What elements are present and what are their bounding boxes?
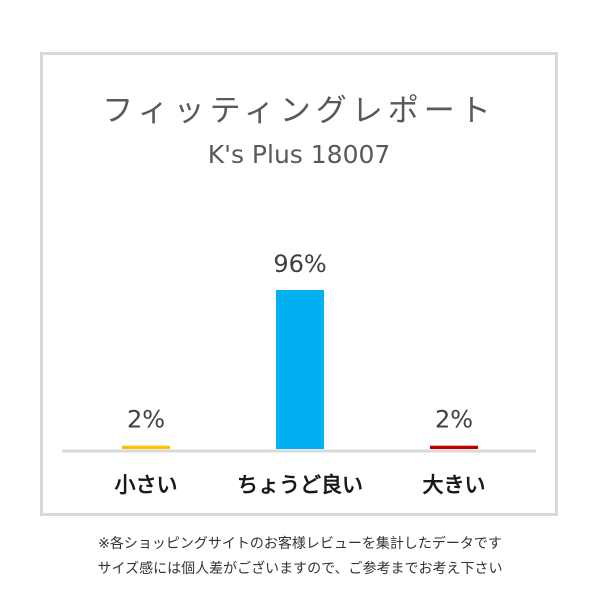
- footnote-2: サイズ感には個人差がございますので、ご参考までお考え下さい: [97, 561, 503, 577]
- footnote-1: ※各ショッピングサイトのお客様レビューを集計したデータです: [98, 536, 502, 552]
- category-label-2: ちょうど良い: [237, 473, 363, 497]
- data-label-1: 2%: [127, 406, 165, 434]
- data-label-2: 96%: [273, 250, 326, 278]
- bar-3: [430, 445, 478, 449]
- chart-subtitle: K's Plus 18007: [207, 140, 391, 169]
- bar-1: [122, 445, 170, 449]
- bar-2: [276, 290, 324, 449]
- category-label-1: 小さい: [115, 473, 178, 497]
- category-label-3: 大きい: [423, 473, 486, 497]
- chart-title: フィッティングレポート: [102, 93, 496, 129]
- data-label-3: 2%: [435, 406, 473, 434]
